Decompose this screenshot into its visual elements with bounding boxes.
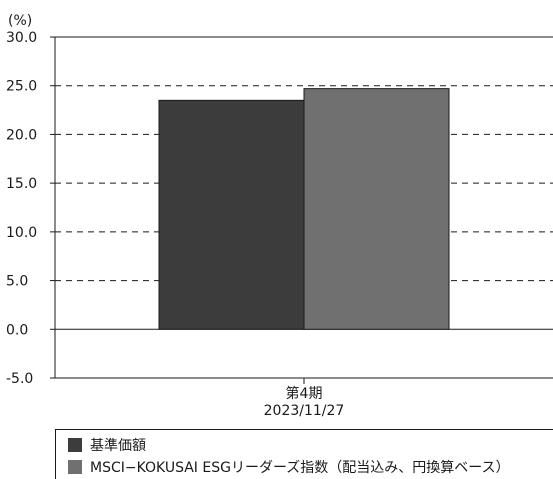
x-tick-label: 2023/11/27 bbox=[264, 403, 345, 419]
legend-item-index: MSCI−KOKUSAI ESGリーダーズ指数（配当込み、円換算ベース） bbox=[68, 458, 510, 476]
legend-swatch-index bbox=[68, 460, 82, 474]
y-tick-label: 5.0 bbox=[6, 274, 28, 290]
y-tick-label: 0.0 bbox=[6, 322, 28, 338]
bar bbox=[303, 88, 450, 330]
x-tick-label: 第4期 bbox=[286, 385, 323, 402]
y-axis-ticks: 30.0 25.0 20.0 15.0 10.0 5.0 0.0 -5.0 bbox=[6, 30, 55, 387]
legend-item-nav: 基準価額 bbox=[68, 436, 146, 454]
bar bbox=[158, 99, 305, 330]
y-tick-label: 10.0 bbox=[6, 225, 37, 241]
y-tick-label: -5.0 bbox=[6, 371, 33, 387]
y-tick-label: 20.0 bbox=[6, 127, 37, 143]
y-tick-label: 30.0 bbox=[6, 30, 37, 46]
y-axis-unit-label: (%) bbox=[8, 13, 32, 29]
plot-frame bbox=[54, 36, 553, 384]
bars bbox=[158, 88, 450, 330]
legend-swatch-nav bbox=[68, 438, 82, 452]
legend-label-nav: 基準価額 bbox=[90, 438, 146, 454]
legend-label-index: MSCI−KOKUSAI ESGリーダーズ指数（配当込み、円換算ベース） bbox=[90, 460, 510, 476]
y-tick-label: 15.0 bbox=[6, 176, 37, 192]
y-tick-label: 25.0 bbox=[6, 79, 37, 95]
legend: 基準価額 MSCI−KOKUSAI ESGリーダーズ指数（配当込み、円換算ベース… bbox=[55, 429, 553, 479]
